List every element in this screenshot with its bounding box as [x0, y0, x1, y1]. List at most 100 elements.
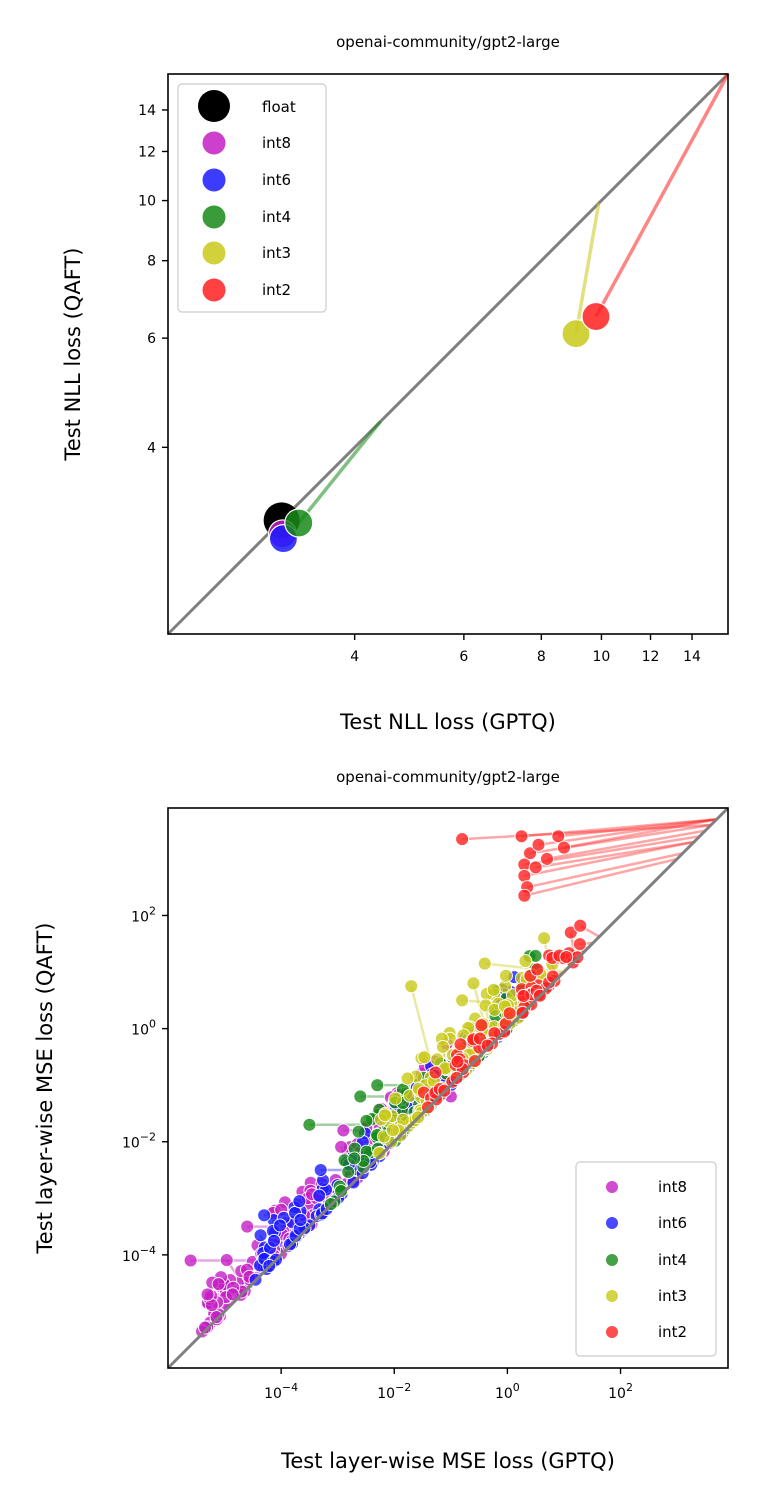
bottom-point-int2 [530, 962, 545, 977]
bottom-point-int3 [499, 968, 513, 983]
bottom-point-int2 [474, 1018, 489, 1033]
bottom-y-tick-label: 102 [131, 904, 156, 925]
top-plot-area [166, 72, 730, 636]
bottom-point-int3 [404, 979, 419, 994]
bottom-diagonal-line [166, 806, 730, 1370]
bottom-point-int3 [378, 1108, 392, 1123]
bottom-point-int6 [313, 1163, 328, 1177]
bottom-connector-int2 [524, 857, 678, 897]
bottom-title: openai-community/gpt2-large [336, 768, 560, 786]
bottom-point-int8 [225, 1287, 240, 1302]
top-x-tick-label: 8 [537, 649, 546, 665]
bottom-point-int6 [273, 1218, 287, 1233]
bottom-point-int2 [563, 925, 578, 940]
bottom-point-int2 [559, 950, 574, 964]
bottom-legend-label-int6: int6 [658, 1214, 687, 1232]
bottom-y-axis-label: Test layer-wise MSE loss (QAFT) [33, 923, 57, 1255]
top-point-int4 [284, 508, 314, 538]
bottom-point-int2 [540, 851, 554, 866]
bottom-legend-marker-int6 [606, 1217, 618, 1229]
top-y-tick-label: 14 [138, 103, 156, 119]
bottom-point-int3 [388, 1091, 403, 1106]
bottom-plot-area [166, 806, 730, 1370]
top-legend-box [177, 83, 327, 313]
bottom-point-int3 [417, 1050, 432, 1065]
bottom-point-int2 [516, 989, 531, 1003]
top-y-tick-label: 10 [138, 194, 156, 210]
bottom-point-int8 [219, 1253, 234, 1268]
top-connector-int3 [574, 202, 601, 334]
bottom-connector-int2 [535, 840, 695, 869]
bottom-legend: int8 int6 int4 int3 int2 [575, 1161, 717, 1357]
bottom-point-int2 [523, 846, 537, 861]
bottom-point-int2 [573, 918, 588, 933]
bottom-connector-int2 [524, 840, 695, 878]
bottom-point-int6 [293, 1212, 308, 1227]
top-y-axis-label: Test NLL loss (QAFT) [61, 248, 85, 462]
top-legend-marker-float [198, 90, 230, 122]
bottom-axes-frame [167, 807, 729, 1369]
bottom-y-tick-label: 10−4 [122, 1244, 156, 1265]
bottom-point-int2 [572, 937, 587, 952]
top-x-tick-label: 4 [350, 649, 359, 665]
bottom-point-int2 [517, 868, 532, 883]
bottom-point-int2 [453, 1037, 468, 1052]
top-legend-marker-int4 [201, 204, 227, 230]
bottom-point-int8 [183, 1253, 198, 1268]
bottom-point-int3 [518, 954, 533, 968]
bottom-point-int2 [428, 1065, 443, 1080]
bottom-point-int6 [267, 1233, 281, 1248]
bottom-point-int2 [455, 832, 470, 847]
bottom-point-int2 [480, 1038, 495, 1053]
bottom-point-int2 [551, 829, 566, 844]
top-x-axis-label: Test NLL loss (GPTQ) [339, 710, 556, 734]
bottom-legend-marker-int2 [606, 1326, 618, 1338]
top-legend-label-float: float [262, 98, 296, 116]
bottom-ticks: 10−4 10−2 100 102 10−4 10−2 100 102 [122, 904, 633, 1402]
bottom-point-int4 [341, 1165, 356, 1179]
top-legend-label-int3: int3 [262, 244, 291, 262]
bottom-x-tick-label: 100 [495, 1381, 520, 1402]
bottom-point-int2 [531, 837, 546, 852]
top-y-tick-label: 4 [147, 440, 156, 456]
bottom-point-int3 [372, 1146, 387, 1161]
top-x-tick-label: 14 [683, 649, 701, 665]
bottom-point-int8 [334, 1139, 349, 1154]
bottom-point-int4 [334, 1184, 348, 1199]
bottom-legend-marker-int8 [606, 1181, 618, 1193]
top-x-tick-label: 10 [593, 649, 611, 665]
top-panel: openai-community/gpt2-large Test NLL los… [61, 33, 730, 734]
top-connector-int4 [297, 420, 382, 525]
bottom-x-tick-label: 102 [608, 1381, 633, 1402]
bottom-legend-marker-int4 [606, 1254, 618, 1266]
top-axes-frame [167, 73, 729, 635]
bottom-point-int3 [455, 993, 470, 1008]
bottom-point-int2 [517, 888, 532, 903]
top-point-int2 [581, 301, 611, 332]
bottom-point-int3 [400, 1071, 415, 1086]
top-title: openai-community/gpt2-large [336, 33, 560, 51]
bottom-point-int8 [200, 1287, 215, 1302]
top-x-tick-label: 6 [459, 649, 468, 665]
bottom-point-int3 [385, 1123, 400, 1138]
top-legend: float int8 int6 int4 int3 int2 [177, 83, 327, 313]
bottom-point-int3 [466, 976, 481, 991]
bottom-connector-int2 [462, 823, 712, 841]
top-y-tick-label: 12 [138, 144, 156, 160]
bottom-panel: openai-community/gpt2-large Test layer-w… [33, 768, 730, 1473]
bottom-point-int4 [359, 1113, 374, 1128]
bottom-legend-box [575, 1161, 717, 1357]
bottom-legend-label-int3: int3 [658, 1287, 687, 1305]
bottom-point-int8 [336, 1123, 351, 1138]
top-legend-marker-int8 [201, 130, 227, 156]
top-legend-label-int2: int2 [262, 281, 291, 299]
bottom-point-int2 [545, 969, 560, 984]
bottom-point-int6 [253, 1228, 268, 1243]
bottom-point-int2 [514, 829, 529, 844]
bottom-point-int4 [370, 1078, 385, 1093]
top-connector-int2 [594, 73, 730, 318]
bottom-point-int2 [502, 1006, 517, 1021]
bottom-point-int2 [557, 840, 571, 855]
bottom-point-int3 [477, 956, 492, 971]
